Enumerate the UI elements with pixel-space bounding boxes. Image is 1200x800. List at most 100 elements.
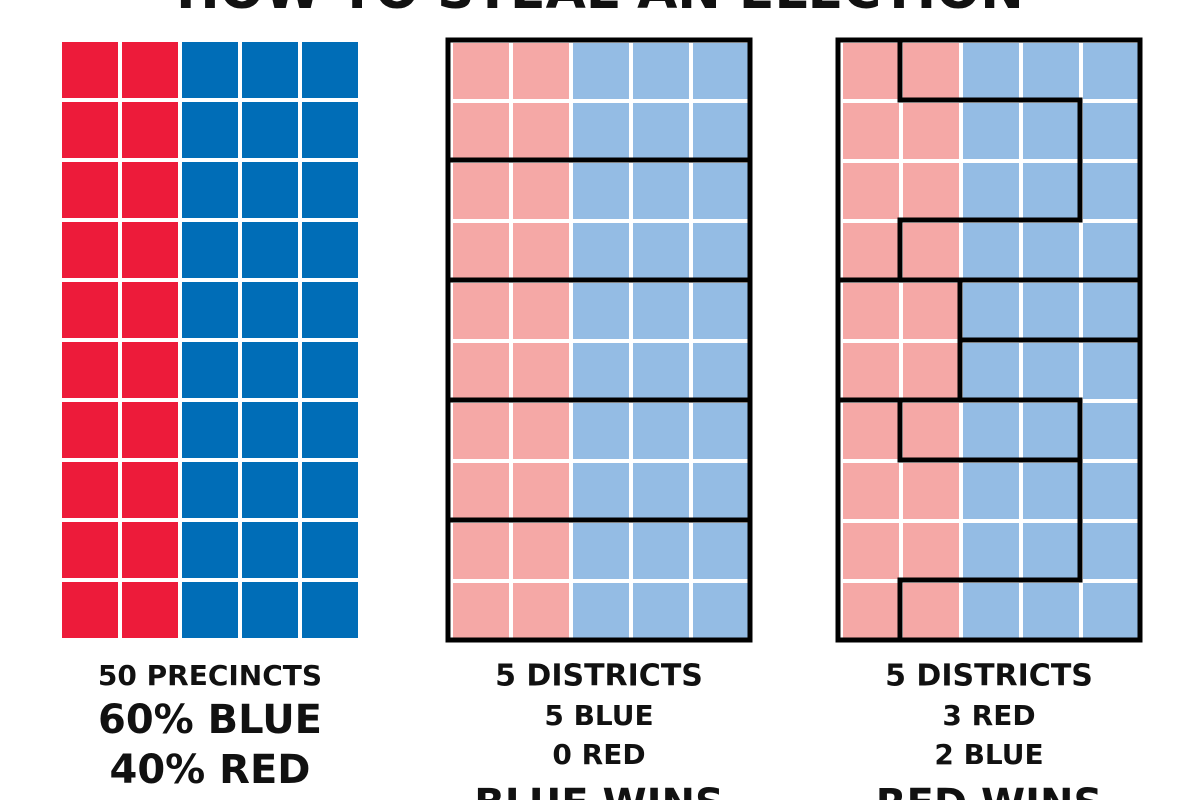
precinct [302, 462, 358, 518]
district-borders [445, 37, 1143, 643]
precinct [903, 283, 959, 339]
precinct [302, 222, 358, 278]
caption: 5 DISTRICTS [885, 659, 1093, 694]
precinct [182, 282, 238, 338]
precinct [122, 222, 178, 278]
precinct [242, 462, 298, 518]
precinct [62, 342, 118, 398]
precinct [1023, 103, 1079, 159]
precinct [302, 402, 358, 458]
precinct [513, 223, 569, 279]
caption: 50 PRECINCTS [98, 659, 322, 692]
precinct [302, 282, 358, 338]
title: HOW TO STEAL AN ELECTION [176, 0, 1024, 21]
precinct [573, 163, 629, 219]
precinct [62, 222, 118, 278]
precinct [573, 223, 629, 279]
grids [62, 42, 1139, 639]
precinct [242, 342, 298, 398]
precinct [182, 462, 238, 518]
caption: 3 RED [942, 699, 1035, 732]
precinct [1023, 223, 1079, 279]
precinct [62, 282, 118, 338]
precinct [513, 523, 569, 579]
map-border [445, 37, 753, 643]
precinct [122, 282, 178, 338]
precinct [963, 103, 1019, 159]
precinct [1083, 223, 1139, 279]
precinct [122, 462, 178, 518]
precinct [182, 402, 238, 458]
caption: RED WINS [876, 781, 1103, 800]
precinct [513, 283, 569, 339]
precinct [62, 462, 118, 518]
precinct [693, 463, 749, 519]
precinct [693, 523, 749, 579]
precinct [843, 583, 899, 639]
precinct [1023, 283, 1079, 339]
precinct [963, 283, 1019, 339]
precinct [573, 403, 629, 459]
precinct [453, 43, 509, 99]
precinct [633, 283, 689, 339]
precinct [242, 222, 298, 278]
precinct [513, 463, 569, 519]
precinct [453, 343, 509, 399]
precinct [302, 582, 358, 638]
precinct [242, 282, 298, 338]
precinct [1083, 583, 1139, 639]
precinct [1023, 583, 1079, 639]
precinct [963, 463, 1019, 519]
precinct [513, 403, 569, 459]
precinct [182, 522, 238, 578]
precinct [513, 343, 569, 399]
precinct [1023, 463, 1079, 519]
precinct [122, 102, 178, 158]
precinct [693, 223, 749, 279]
precinct [843, 283, 899, 339]
precinct [963, 523, 1019, 579]
precinct [513, 103, 569, 159]
precinct [302, 522, 358, 578]
precinct [62, 42, 118, 98]
precinct [122, 522, 178, 578]
caption: 60% BLUE [98, 697, 322, 743]
precinct [453, 583, 509, 639]
precinct [453, 403, 509, 459]
precinct [963, 403, 1019, 459]
precinct [302, 42, 358, 98]
precinct [1023, 523, 1079, 579]
precinct [1083, 283, 1139, 339]
precinct [693, 343, 749, 399]
precinct [633, 403, 689, 459]
precinct [843, 43, 899, 99]
precinct [302, 162, 358, 218]
precinct [122, 162, 178, 218]
precinct [633, 523, 689, 579]
precinct [302, 102, 358, 158]
precinct [843, 103, 899, 159]
caption: 0 RED [552, 738, 645, 771]
precinct [182, 222, 238, 278]
precinct [903, 403, 959, 459]
precinct [633, 163, 689, 219]
caption: 5 DISTRICTS [495, 659, 703, 694]
precinct [633, 103, 689, 159]
precinct [1083, 343, 1139, 399]
precinct [1023, 163, 1079, 219]
precinct [182, 342, 238, 398]
caption: 5 BLUE [544, 699, 653, 732]
precinct [903, 523, 959, 579]
precinct [1083, 163, 1139, 219]
precinct [62, 102, 118, 158]
precinct [963, 163, 1019, 219]
precinct [513, 43, 569, 99]
precinct [633, 343, 689, 399]
precinct [963, 343, 1019, 399]
precinct [453, 223, 509, 279]
precinct [302, 342, 358, 398]
precinct [453, 163, 509, 219]
precinct [693, 43, 749, 99]
precinct [1083, 103, 1139, 159]
